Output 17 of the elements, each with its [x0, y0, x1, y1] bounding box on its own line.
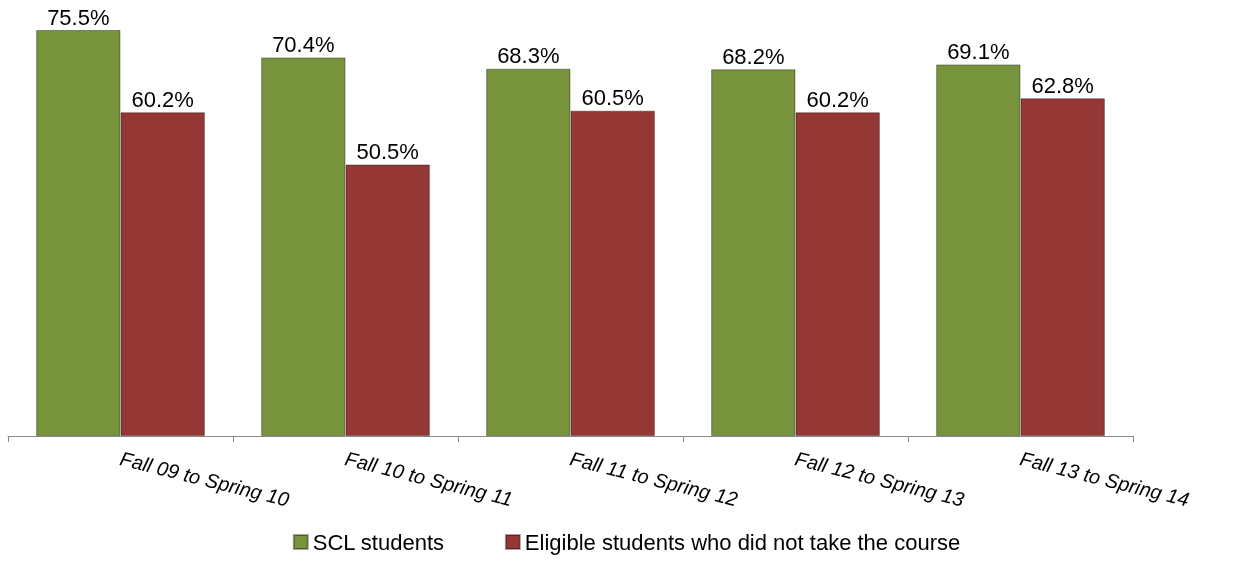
data-label: 69.1% [947, 38, 1010, 64]
data-label: 62.8% [1031, 72, 1094, 98]
x-tick-label: Fall 12 to Spring 13 [792, 447, 967, 511]
x-tick-label: Fall 13 to Spring 14 [1017, 447, 1192, 511]
data-label: 50.5% [356, 138, 419, 164]
data-label: 60.5% [581, 85, 644, 111]
data-label: 70.4% [272, 31, 335, 57]
x-tick-label: Fall 09 to Spring 10 [117, 447, 292, 511]
legend-label: SCL students [312, 529, 445, 555]
data-label: 68.2% [722, 43, 785, 69]
data-label: 68.3% [497, 43, 560, 69]
x-tick-label: Fall 10 to Spring 11 [342, 447, 515, 511]
data-label: 60.2% [131, 86, 194, 112]
data-label: 60.2% [806, 86, 869, 112]
x-tick-label: Fall 11 to Spring 12 [567, 447, 740, 511]
legend-label: Eligible students who did not take the course [524, 529, 961, 555]
data-label: 75.5% [47, 4, 110, 30]
